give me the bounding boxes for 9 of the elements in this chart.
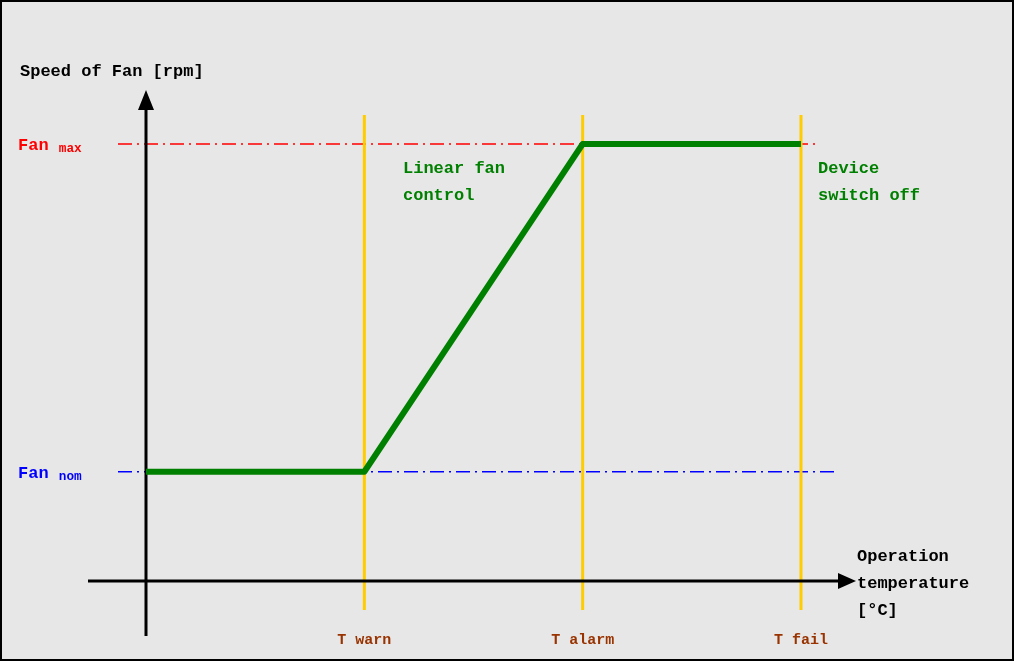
x-axis-title: Operation temperature [°C] [857,547,970,620]
annotation: Device switch off [818,159,921,205]
x-tick-label: T fail [773,632,829,649]
x-tick-label: T warn [337,632,392,649]
ref-line-label: Fan $_{nom}$ [18,463,83,484]
annotation: Linear fan control [403,159,506,205]
y-axis-title: Speed of Fan [rpm] [20,62,204,81]
x-tick-label: T alarm [551,632,615,649]
ref-line-label: Fan $_{max}$ [18,136,83,156]
